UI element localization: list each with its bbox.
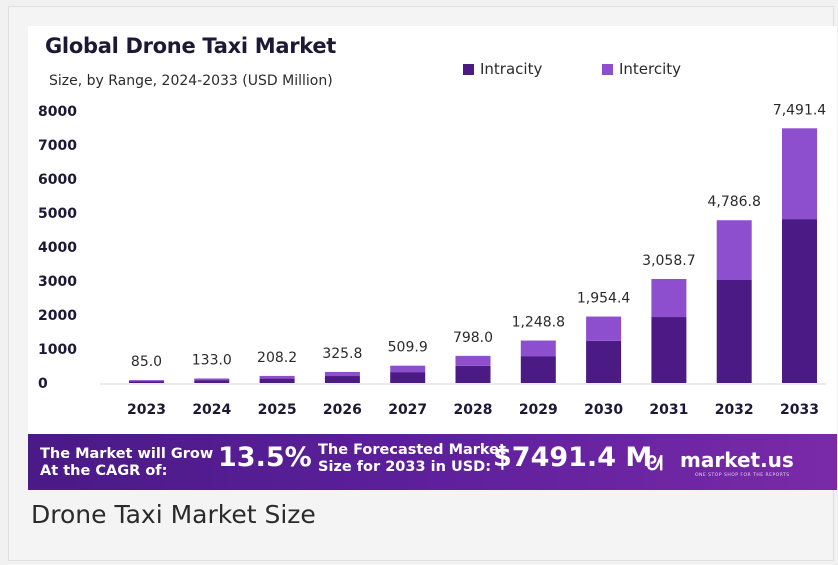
cagr-label-line2: At the CAGR of: <box>40 463 168 479</box>
x-tick-label: 2032 <box>715 402 754 418</box>
chart-title: Global Drone Taxi Market <box>45 34 337 58</box>
x-tick-label: 2033 <box>780 402 819 418</box>
bar-total-label: 85.0 <box>131 354 162 370</box>
bar-intracity <box>782 219 817 383</box>
y-tick-label: 4000 <box>38 240 77 256</box>
chart-subtitle: Size, by Range, 2024-2033 (USD Million) <box>49 73 333 89</box>
y-tick-label: 3000 <box>38 274 77 290</box>
x-tick-label: 2028 <box>454 402 493 418</box>
cagr-value: 13.5% <box>218 442 312 473</box>
bar-total-label: 4,786.8 <box>707 194 760 210</box>
bar-intercity <box>782 128 817 220</box>
bar-intracity <box>390 372 426 383</box>
y-tick-label: 0 <box>38 376 48 392</box>
bar-intracity <box>586 340 622 383</box>
x-tick-label: 2023 <box>127 402 166 418</box>
figure-frame: 0 1000 2000 3000 4000 5000 6000 7000 8000 85.0 202… <box>8 6 837 561</box>
forecast-label-line1: The Forecasted Market <box>318 442 506 458</box>
cagr-label-line1: The Market will Grow <box>40 446 214 462</box>
x-tick-label: 2027 <box>388 402 427 418</box>
cagr-label: The Market will Grow At the CAGR of: <box>40 446 213 480</box>
bar-intracity <box>716 279 752 383</box>
bar-intercity <box>390 365 426 373</box>
legend-item-intercity: Intercity <box>602 60 681 78</box>
bar-intercity <box>455 355 491 366</box>
bar-total-label: 798.0 <box>453 330 493 346</box>
bar-total-label: 208.2 <box>257 350 297 366</box>
bar-total-label: 509.9 <box>388 340 428 356</box>
figure-caption: Drone Taxi Market Size <box>31 500 316 529</box>
legend-swatch-intracity <box>463 63 474 75</box>
summary-banner: The Market will Grow At the CAGR of: 13.… <box>28 434 837 490</box>
y-tick-label: 2000 <box>38 308 77 324</box>
y-tick-label: 8000 <box>38 104 77 120</box>
bar-intracity <box>651 317 687 383</box>
forecast-label: The Forecasted Market Size for 2033 in U… <box>318 442 506 476</box>
bar-intercity <box>194 378 230 381</box>
legend-swatch-intercity <box>602 63 613 75</box>
bar-total-label: 133.0 <box>192 352 232 368</box>
x-tick-label: 2030 <box>584 402 623 418</box>
y-tick-label: 6000 <box>38 172 77 188</box>
market-us-logo-text: market.us <box>680 448 794 472</box>
market-us-logo-icon: ᘛ <box>646 451 664 475</box>
market-us-tagline: ONE STOP SHOP FOR THE REPORTS <box>695 473 790 478</box>
x-tick-label: 2026 <box>323 402 362 418</box>
y-tick-label: 5000 <box>38 206 77 222</box>
bar-total-label: 325.8 <box>322 346 362 362</box>
forecast-label-line2: Size for 2033 in USD: <box>318 459 492 475</box>
bar-total-label: 3,058.7 <box>642 253 695 269</box>
y-tick-label: 7000 <box>38 138 77 154</box>
y-tick-label: 1000 <box>38 342 77 358</box>
bar-intercity <box>651 279 687 318</box>
legend-label-intercity: Intercity <box>619 60 682 78</box>
bar-intracity <box>194 380 230 383</box>
legend-label-intracity: Intracity <box>480 60 543 78</box>
bar-intracity <box>129 381 164 383</box>
stacked-bar-chart: 0 1000 2000 3000 4000 5000 6000 7000 8000 85.0 202… <box>38 102 827 418</box>
x-tick-label: 2031 <box>649 402 688 418</box>
bar-intracity <box>455 365 491 383</box>
bar-intercity <box>324 371 360 377</box>
x-tick-label: 2024 <box>192 402 231 418</box>
bar-intracity <box>520 356 556 383</box>
bar-intercity <box>520 340 556 357</box>
forecast-value: $7491.4 M <box>493 442 653 473</box>
x-tick-label: 2029 <box>519 402 558 418</box>
bar-intercity <box>129 380 164 382</box>
bar-intercity <box>586 316 622 341</box>
x-tick-label: 2025 <box>258 402 297 418</box>
bar-total-label: 1,248.8 <box>512 315 565 331</box>
bar-total-label: 1,954.4 <box>577 291 631 307</box>
chart-card: 0 1000 2000 3000 4000 5000 6000 7000 8000 85.0 202… <box>28 26 837 490</box>
bar-intracity <box>259 378 295 383</box>
bar-intercity <box>259 375 295 379</box>
bar-total-label: 7,491.4 <box>773 102 827 118</box>
bar-intercity <box>716 220 752 280</box>
legend-item-intracity: Intracity <box>463 60 542 78</box>
bar-intracity <box>324 376 360 383</box>
